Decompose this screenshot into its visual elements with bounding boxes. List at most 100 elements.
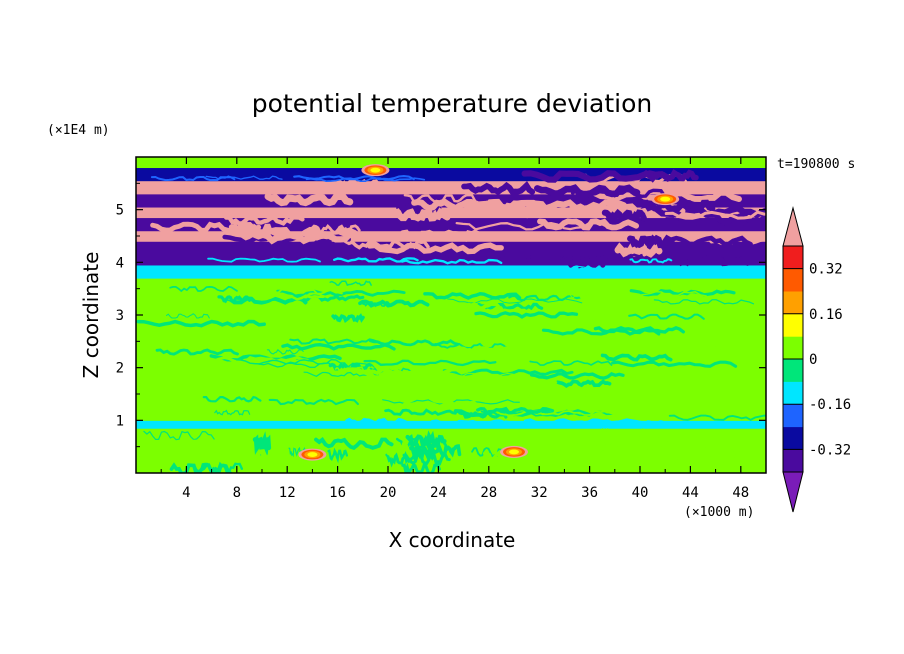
x-tick-label: 28: [480, 485, 497, 501]
contour-streak: [222, 296, 308, 305]
contour-texture: [136, 164, 766, 473]
y-axis-title: Z coordinate: [79, 252, 103, 379]
contour-streak: [653, 299, 755, 305]
contour-streak: [385, 450, 418, 468]
contour-streak: [537, 218, 640, 231]
y-tick-label: 1: [116, 413, 124, 429]
contour-streak: [476, 429, 512, 445]
contour-streak: [334, 366, 377, 373]
contour-streak: [411, 198, 509, 212]
contour-streak: [175, 439, 200, 460]
contour-streak: [214, 409, 251, 416]
contour-streak: [514, 265, 625, 270]
contour-streak: [702, 317, 766, 325]
colorbar-max-arrow: [782, 206, 804, 247]
contour-streak: [224, 214, 305, 226]
contour-streak: [704, 211, 766, 224]
eddy-3: [660, 196, 671, 202]
time-label: t=190800 s: [777, 157, 855, 172]
contour-streak: [408, 444, 435, 463]
contour-streak: [576, 439, 624, 455]
contour-streak: [534, 184, 641, 198]
contour-streak: [668, 414, 766, 421]
contour-streak: [250, 230, 367, 245]
contour-streak: [222, 234, 351, 246]
contour-streak: [268, 398, 359, 406]
colorbar-swatch: [783, 246, 803, 269]
contour-streak: [477, 302, 544, 311]
contour-streak: [561, 254, 606, 269]
contour-streak: [305, 177, 426, 183]
contour-streak: [359, 300, 392, 308]
contour-streak: [614, 240, 663, 260]
contour-streak: [336, 178, 382, 193]
contour-streak: [584, 427, 615, 443]
contour-streak: [150, 175, 236, 182]
contour-streak: [571, 309, 605, 321]
contour-streak: [546, 319, 596, 325]
contour-streak: [303, 371, 379, 377]
contour-streak: [345, 417, 408, 425]
contour-streak: [601, 208, 647, 223]
colorbar-swatch: [783, 404, 803, 428]
contour-streak: [577, 392, 690, 400]
contour-streak: [178, 266, 209, 274]
contour-streak: [695, 447, 736, 463]
contour-streak: [476, 406, 555, 415]
x-tick-label: 12: [279, 485, 296, 501]
contour-streak: [276, 289, 406, 297]
contour-streak: [627, 234, 676, 249]
contour-streak: [505, 394, 544, 401]
colorbar: -0.32 -0.16 0 0.16 0.32: [782, 206, 851, 513]
contour-streak: [317, 268, 415, 273]
colorbar-label: 0.32: [809, 262, 843, 278]
contour-streak: [401, 462, 441, 473]
colorbar-swatch: [783, 426, 803, 450]
contour-streak: [600, 353, 673, 362]
contour-streak: [621, 427, 660, 441]
colorbar-swatch: [783, 381, 803, 405]
contour-streak: [685, 344, 746, 353]
contour-streak: [466, 268, 560, 274]
y-tick-label: 3: [116, 308, 124, 324]
y-unit-label: (×1E4 m): [47, 123, 110, 138]
eddy-1: [509, 449, 519, 455]
contour-streak: [702, 253, 766, 267]
contour-streak: [553, 439, 574, 456]
y-tick-label: 5: [116, 203, 124, 219]
contour-streak: [474, 311, 579, 319]
contour-streak: [136, 429, 162, 450]
contour-streak: [252, 431, 272, 457]
contour-streak: [403, 193, 477, 203]
contour-streak: [707, 303, 766, 311]
contour-streak: [143, 430, 215, 441]
contour-streak: [389, 207, 451, 222]
y-tick-label: 2: [116, 361, 124, 377]
contour-streak: [508, 294, 581, 302]
contour-streak: [606, 296, 686, 303]
contour-streak: [345, 367, 469, 376]
x-axis-title: X coordinate: [389, 528, 516, 552]
contour-streak: [659, 456, 737, 468]
y-tick-label: 4: [116, 255, 124, 271]
x-tick-label: 4: [182, 485, 190, 501]
contour-streak: [430, 419, 543, 425]
contour-band-3: [136, 264, 766, 279]
contour-streak: [194, 303, 318, 312]
contour-streak: [385, 372, 526, 379]
contour-band-9: [136, 180, 766, 195]
contour-streak: [570, 188, 667, 199]
contour-streak: [428, 440, 462, 458]
x-tick-label: 44: [682, 485, 699, 501]
contour-field: [136, 157, 766, 473]
contour-streak: [555, 379, 612, 388]
x-tick-label: 24: [430, 485, 447, 501]
contour-streak: [281, 343, 396, 351]
y-axis: 1 2 3 4 5: [116, 182, 766, 448]
x-tick-label: 36: [581, 485, 598, 501]
contour-streak: [169, 285, 238, 293]
x-tick-label: 32: [531, 485, 548, 501]
contour-streak: [363, 359, 497, 367]
contour-streak: [571, 290, 708, 297]
contour-streak: [423, 292, 522, 300]
